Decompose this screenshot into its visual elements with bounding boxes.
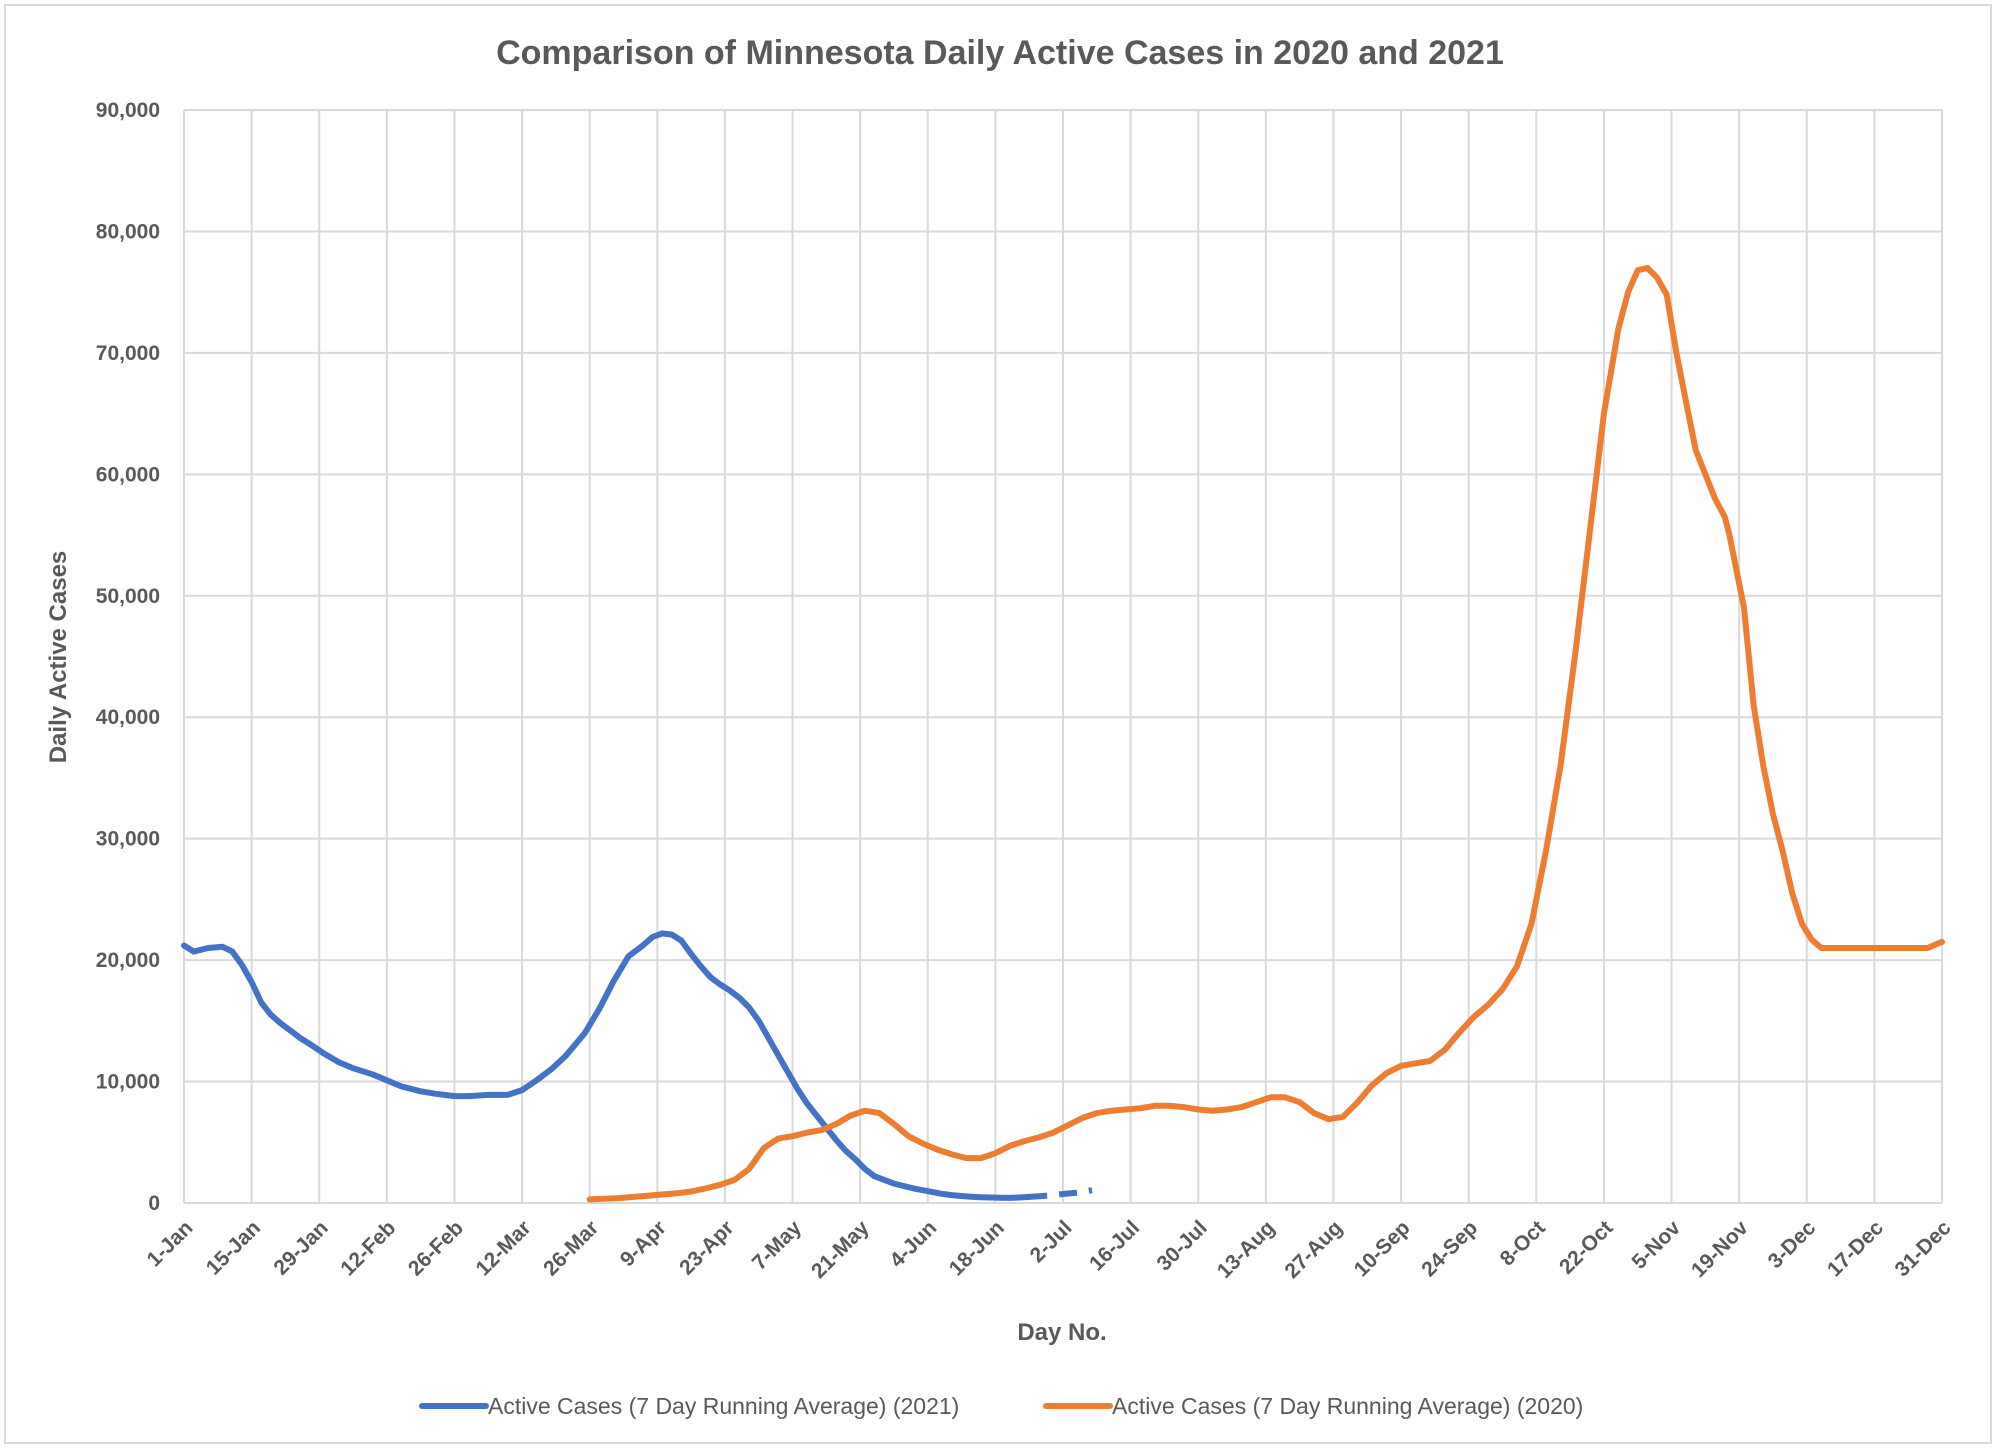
chart-title: Comparison of Minnesota Daily Active Cas… [496,34,1504,72]
x-tick-label: 27-Aug [1280,1216,1347,1283]
x-tick-label: 19-Nov [1687,1216,1753,1282]
y-tick-label: 70,000 [96,342,160,365]
x-tick-label: 7-May [748,1216,807,1275]
y-tick-label: 60,000 [96,463,160,486]
x-tick-label: 5-Nov [1628,1216,1686,1274]
x-tick-label: 9-Apr [616,1216,671,1271]
x-tick-label: 12-Feb [336,1216,400,1280]
x-tick-label: 12-Mar [471,1216,535,1280]
series-line-0 [181,930,1033,1201]
x-tick-label: 2-Jul [1026,1216,1077,1267]
y-tick-label: 80,000 [96,220,160,243]
y-tick-label: 0 [148,1192,160,1215]
x-tick-label: 18-Jun [945,1216,1009,1280]
x-axis-title: Day No. [1017,1319,1106,1346]
x-tick-label: 1-Jan [142,1216,197,1271]
series-lines [181,264,1945,1203]
x-tick-label: 26-Mar [539,1216,603,1280]
y-axis-ticks: 0 10,000 20,000 30,000 40,000 50,000 60,000 70,… [96,99,160,1215]
x-tick-label: 26-Feb [404,1216,468,1280]
x-tick-label: 4-Jun [885,1216,941,1272]
x-tick-label: 29-Jan [269,1216,332,1279]
x-tick-label: 30-Jul [1153,1216,1212,1275]
series-line-1 [586,264,1945,1203]
y-tick-label: 40,000 [96,706,160,729]
x-tick-label: 8-Oct [1496,1216,1550,1270]
y-tick-label: 30,000 [96,828,160,851]
x-axis-ticks: 1-Jan 15-Jan 29-Jan 12-Feb 26-Feb 12-Mar 26-Ma… [142,1216,1955,1283]
x-tick-label: 22-Oct [1555,1216,1617,1278]
x-tick-label: 10-Sep [1350,1216,1415,1281]
x-tick-label: 23-Apr [675,1216,738,1279]
legend-label: Active Cases (7 Day Running Average) (20… [1112,1393,1583,1419]
legend: Active Cases (7 Day Running Average) (20… [419,1393,1583,1419]
y-tick-label: 10,000 [96,1071,160,1094]
y-tick-label: 90,000 [96,99,160,122]
legend-label: Active Cases (7 Day Running Average) (20… [488,1393,959,1419]
x-tick-label: 17-Dec [1823,1216,1888,1281]
x-tick-label: 31-Dec [1891,1216,1956,1281]
x-tick-label: 15-Jan [202,1216,265,1279]
x-tick-label: 21-May [807,1216,874,1283]
y-axis-title: Daily Active Cases [45,551,72,764]
y-tick-label: 50,000 [96,585,160,608]
series-line-0-dashed [1029,1187,1093,1200]
x-tick-label: 24-Sep [1417,1216,1482,1281]
x-tick-label: 13-Aug [1213,1216,1280,1283]
x-tick-label: 3-Dec [1764,1216,1821,1273]
x-tick-label: 16-Jul [1085,1216,1144,1275]
gridlines [183,109,1943,1204]
y-tick-label: 20,000 [96,949,160,972]
